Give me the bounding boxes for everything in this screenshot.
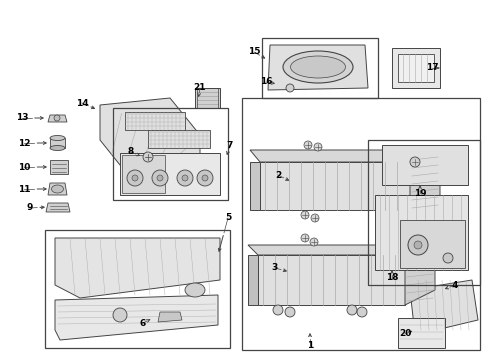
Circle shape bbox=[310, 214, 318, 222]
Circle shape bbox=[285, 307, 294, 317]
Text: 21: 21 bbox=[193, 84, 206, 93]
Polygon shape bbox=[55, 238, 220, 298]
Bar bbox=[391, 48, 439, 88]
Text: 6: 6 bbox=[140, 319, 146, 328]
Text: 19: 19 bbox=[413, 189, 426, 198]
Circle shape bbox=[197, 170, 213, 186]
Polygon shape bbox=[258, 255, 404, 305]
Circle shape bbox=[285, 84, 293, 92]
Polygon shape bbox=[48, 115, 67, 122]
Circle shape bbox=[152, 170, 168, 186]
Bar bbox=[381, 145, 467, 185]
Circle shape bbox=[157, 175, 163, 181]
Polygon shape bbox=[158, 312, 182, 322]
Polygon shape bbox=[249, 150, 409, 162]
Circle shape bbox=[313, 143, 321, 151]
Circle shape bbox=[272, 305, 283, 315]
Circle shape bbox=[413, 241, 421, 249]
Text: 1: 1 bbox=[306, 341, 312, 350]
Text: 4: 4 bbox=[451, 280, 457, 289]
Bar bbox=[399, 220, 464, 268]
Circle shape bbox=[356, 307, 366, 317]
Text: 9: 9 bbox=[27, 203, 33, 212]
Circle shape bbox=[346, 305, 356, 315]
Circle shape bbox=[442, 253, 452, 263]
Polygon shape bbox=[48, 183, 67, 195]
Text: 14: 14 bbox=[76, 99, 88, 108]
Ellipse shape bbox=[50, 135, 65, 140]
Text: 7: 7 bbox=[226, 140, 233, 149]
Polygon shape bbox=[55, 295, 218, 340]
Text: 15: 15 bbox=[247, 48, 260, 57]
Circle shape bbox=[54, 115, 60, 121]
Bar bbox=[367, 140, 479, 285]
Polygon shape bbox=[50, 160, 68, 174]
Circle shape bbox=[182, 175, 187, 181]
Text: 20: 20 bbox=[398, 329, 410, 338]
Bar bbox=[113, 108, 227, 200]
Bar bbox=[397, 54, 433, 82]
Circle shape bbox=[127, 170, 142, 186]
Ellipse shape bbox=[184, 283, 204, 297]
Polygon shape bbox=[247, 255, 258, 305]
Bar bbox=[195, 88, 220, 108]
Bar bbox=[397, 318, 444, 348]
Bar bbox=[125, 112, 184, 130]
Ellipse shape bbox=[283, 51, 352, 83]
Polygon shape bbox=[50, 138, 65, 148]
Polygon shape bbox=[247, 245, 404, 255]
Circle shape bbox=[113, 308, 127, 322]
Polygon shape bbox=[267, 45, 367, 90]
Circle shape bbox=[407, 235, 427, 255]
Circle shape bbox=[409, 157, 419, 167]
Text: 2: 2 bbox=[274, 171, 281, 180]
Text: 17: 17 bbox=[425, 63, 437, 72]
Text: 3: 3 bbox=[271, 264, 278, 273]
Text: 13: 13 bbox=[16, 113, 28, 122]
Ellipse shape bbox=[51, 185, 63, 193]
Text: 12: 12 bbox=[18, 139, 30, 148]
Ellipse shape bbox=[50, 145, 65, 150]
Circle shape bbox=[309, 238, 317, 246]
Polygon shape bbox=[46, 203, 70, 212]
Bar bbox=[197, 88, 218, 108]
Circle shape bbox=[177, 170, 193, 186]
Text: 10: 10 bbox=[18, 162, 30, 171]
Bar bbox=[120, 153, 220, 195]
Text: 16: 16 bbox=[259, 77, 272, 86]
Polygon shape bbox=[100, 98, 200, 165]
Bar bbox=[374, 195, 467, 270]
Circle shape bbox=[132, 175, 138, 181]
Circle shape bbox=[301, 211, 308, 219]
Bar bbox=[242, 98, 479, 350]
Polygon shape bbox=[249, 162, 260, 210]
Bar bbox=[45, 230, 229, 348]
Circle shape bbox=[304, 141, 311, 149]
Circle shape bbox=[301, 234, 308, 242]
Polygon shape bbox=[409, 155, 439, 210]
Text: 8: 8 bbox=[128, 148, 134, 157]
Text: 5: 5 bbox=[224, 213, 231, 222]
Polygon shape bbox=[404, 248, 434, 305]
Polygon shape bbox=[409, 280, 477, 335]
Circle shape bbox=[142, 152, 153, 162]
Text: 11: 11 bbox=[18, 184, 30, 194]
Circle shape bbox=[202, 175, 207, 181]
Ellipse shape bbox=[290, 56, 345, 78]
Bar bbox=[122, 155, 164, 193]
Bar bbox=[148, 130, 209, 148]
Bar bbox=[262, 38, 377, 98]
Polygon shape bbox=[260, 162, 409, 210]
Text: 18: 18 bbox=[385, 274, 397, 283]
